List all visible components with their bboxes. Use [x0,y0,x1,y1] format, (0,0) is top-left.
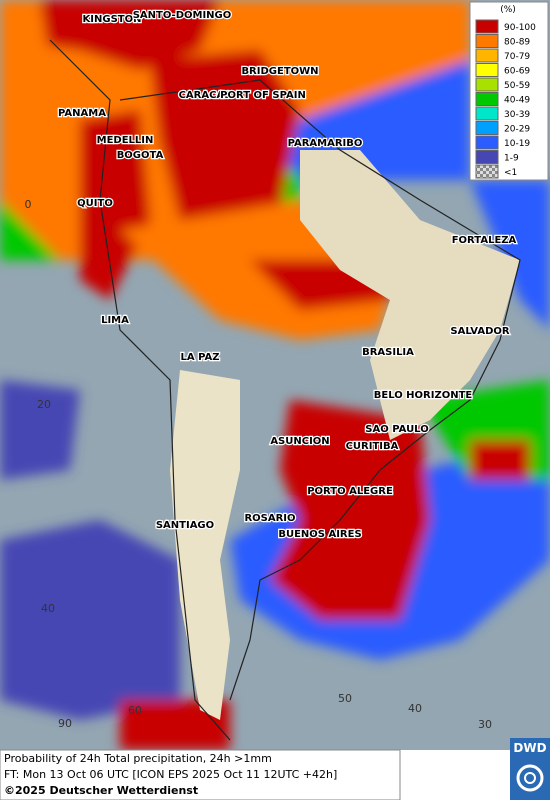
city-label: BUENOS AIRES [278,529,361,540]
logo-swirl [516,764,544,792]
legend-label: 60-69 [504,67,530,77]
legend-swatch [475,135,499,150]
legend-swatch [475,92,499,106]
city-label: KINGSTON [83,14,142,25]
legend-label: 70-79 [504,52,530,62]
coastline [49,39,521,741]
legend-title: (%) [500,5,516,15]
grid-label: 90 [58,717,72,730]
legend-swatch [475,150,499,164]
grid-label: 20 [37,398,51,411]
city-label: SALVADOR [450,326,510,337]
city-label: PORT OF SPAIN [220,90,306,101]
legend-swatch [475,19,499,34]
city-label: CARACAS [179,90,232,101]
legend: (%) 90-100 80-89 70-79 60-69 50-59 40-49 30-39… [469,1,549,181]
footer-title: Probability of 24h Total precipitation, … [4,752,272,765]
city-label: ROSARIO [244,513,295,524]
legend-label: 30-39 [504,110,530,120]
legend-swatch [475,77,499,92]
city-label: QUITO [77,198,113,209]
footer-box [0,749,401,800]
legend-swatch [475,63,499,77]
city-label: ASUNCION [270,436,329,447]
city-label: BELO HORIZONTE [374,390,473,401]
city-label: PORTO ALEGRE [307,486,393,497]
legend-label: 20-29 [504,125,530,135]
grid-label: 60 [128,704,142,717]
legend-label: 80-89 [504,38,530,48]
dry-land [300,150,520,440]
legend-label: 50-59 [504,81,530,91]
legend-label: 40-49 [504,96,530,106]
city-label: BRIDGETOWN [241,66,318,77]
legend-label: 90-100 [504,23,536,33]
legend-swatch [475,164,499,179]
legend-swatch [475,121,499,135]
city-label: CURITIBA [346,441,399,452]
city-label: BRASILIA [362,347,414,358]
legend-label: 10-19 [504,139,530,149]
logo-text: DWD [513,741,546,755]
grid-label: 30 [478,718,492,731]
footer-forecast: FT: Mon 13 Oct 06 UTC [ICON EPS 2025 Oct… [4,768,337,781]
city-label: LA PAZ [181,352,220,363]
city-label: FORTALEZA [452,235,517,246]
city-label: SANTIAGO [156,520,214,531]
grid-label: 40 [41,602,55,615]
city-label: LIMA [101,315,129,326]
grid-label: 40 [408,702,422,715]
grid-label: 0 [25,198,32,211]
legend-swatch [475,34,499,48]
legend-swatch [475,106,499,121]
legend-swatch [475,48,499,63]
city-label: PANAMA [58,108,106,119]
copyright: ©2025 Deutscher Wetterdienst [4,784,198,797]
legend-label: <1 [504,168,517,178]
city-label: SANTO-DOMINGO [133,10,232,21]
grid-label: 50 [338,692,352,705]
legend-label: 1-9 [504,154,519,164]
city-label: MEDELLIN [97,135,154,146]
logo-swirl-inner [524,772,536,784]
precip-field [0,0,550,750]
city-label: BOGOTA [117,150,164,161]
city-label: SAO PAULO [365,424,428,435]
city-label: PARAMARIBO [288,138,363,149]
